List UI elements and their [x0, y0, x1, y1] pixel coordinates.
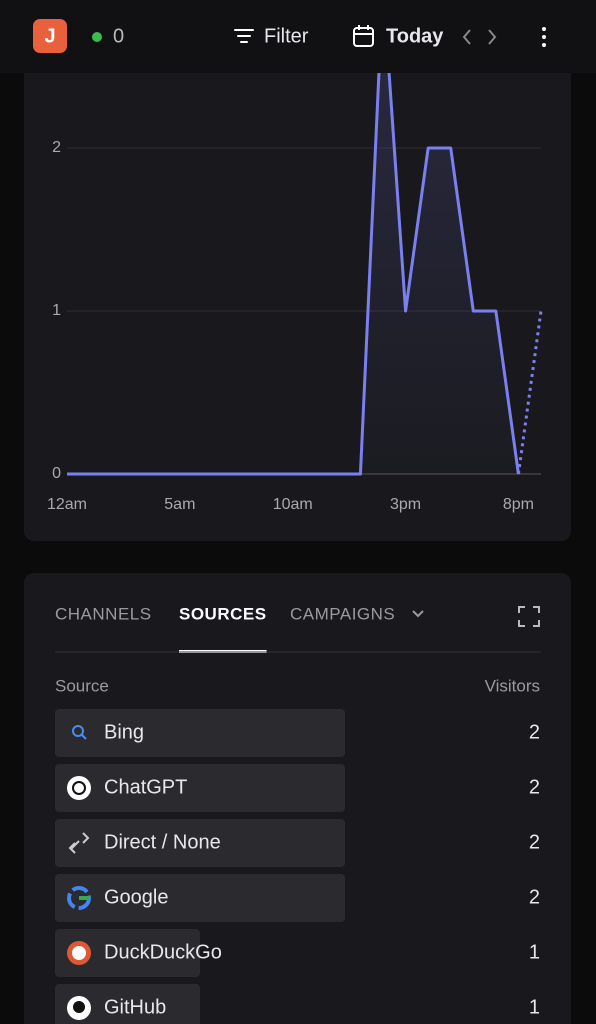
x-tick-label: 12am: [47, 496, 87, 513]
y-tick-label: 1: [52, 302, 61, 319]
source-name[interactable]: ChatGPT: [104, 776, 187, 798]
line: [67, 0, 520, 476]
calendar-icon: [353, 25, 374, 47]
visitor-count: 2: [529, 776, 540, 798]
chart: 0 1 2 12am 5am 10am 3pm 8pm: [47, 0, 543, 513]
source-name[interactable]: DuckDuckGo: [104, 941, 222, 963]
column-header: Source: [55, 676, 109, 695]
area: [67, 0, 519, 474]
tab[interactable]: CAMPAIGNS: [290, 604, 395, 623]
y-tick-label: 0: [52, 465, 61, 482]
tab[interactable]: SOURCES: [179, 604, 267, 623]
expand-button[interactable]: [518, 606, 540, 627]
x-tick-label: 5am: [164, 496, 195, 513]
filter-icon: [234, 29, 254, 43]
source-name[interactable]: GitHub: [104, 996, 166, 1018]
visitor-count: 1: [529, 941, 540, 963]
online-dot: [92, 32, 102, 42]
x-tick-label: 3pm: [390, 496, 421, 513]
visitor-count: 1: [529, 996, 540, 1018]
visitor-count: 2: [529, 886, 540, 908]
icon: [72, 725, 84, 737]
visitor-count: 2: [529, 831, 540, 853]
icon: [72, 946, 86, 960]
y-tick-label: 2: [52, 139, 61, 156]
logo[interactable]: [33, 19, 67, 53]
source-name[interactable]: Direct / None: [104, 831, 221, 853]
x-tick-label: 8pm: [503, 496, 534, 513]
tab[interactable]: CHANNELS: [55, 604, 152, 623]
online-count: 0: [113, 25, 124, 47]
icon: [68, 832, 90, 854]
header: J 0 Filter Today: [0, 0, 596, 73]
table: Source Visitors Bing 2 ChatGPT 2 Direct / None…: [55, 676, 540, 1024]
date-button[interactable]: Today: [386, 25, 444, 47]
source-name[interactable]: Bing: [104, 721, 144, 743]
icon: [81, 734, 87, 740]
icon: [73, 1001, 85, 1013]
filter-button[interactable]: Filter: [264, 25, 309, 47]
row-bar[interactable]: [55, 874, 345, 922]
visitor-count: 2: [529, 721, 540, 743]
logo-text: J: [44, 25, 55, 47]
row-bar[interactable]: [55, 984, 200, 1024]
next-button[interactable]: [488, 29, 497, 45]
source-name[interactable]: Google: [104, 886, 169, 908]
prev-button[interactable]: [462, 29, 471, 45]
x-tick-label: 10am: [273, 496, 313, 513]
icon: [67, 776, 91, 800]
row-bar[interactable]: [55, 709, 345, 757]
row-bar[interactable]: [55, 819, 345, 867]
campaigns-chevron[interactable]: [412, 610, 424, 618]
row-bar[interactable]: [55, 764, 345, 812]
column-header: Visitors: [485, 676, 540, 695]
icon: [72, 781, 86, 795]
tabs: CHANNELS SOURCES CAMPAIGNS: [55, 604, 395, 653]
menu-button[interactable]: [542, 27, 546, 47]
row-bar[interactable]: [55, 929, 200, 977]
